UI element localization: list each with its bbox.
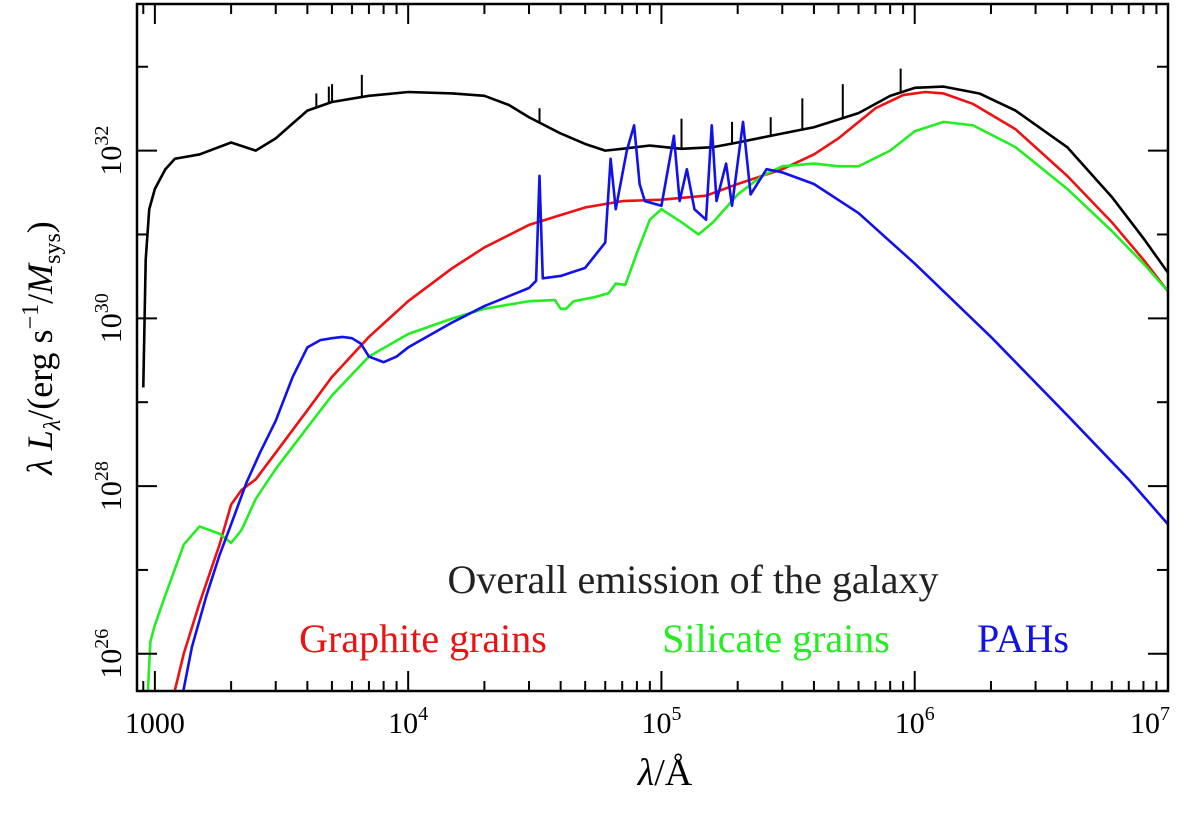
tick-layer [137, 4, 1168, 691]
legend-pahs: PAHs [977, 616, 1069, 661]
x-tick-label: 104 [388, 703, 428, 740]
x-tick-label: 107 [1130, 703, 1170, 740]
series-line-silicate-grains [146, 120, 1168, 691]
y-tick-label: 1030 [91, 293, 128, 343]
x-axis-title: λ/Å [637, 752, 693, 794]
x-tick-label: 106 [895, 703, 935, 740]
x-tick-label: 105 [641, 703, 681, 740]
legend-overall: Overall emission of the galaxy [448, 557, 939, 602]
series-line-overall-emission-of-the-galaxy [141, 85, 1168, 388]
series-layer [141, 68, 1168, 691]
y-tick-label: 1026 [91, 629, 128, 679]
y-tick-label: 1028 [91, 461, 128, 511]
tick-label-layer: 1000 104 105 106 107 1026 1028 1030 1032 [91, 126, 1170, 740]
y-axis-title: λ Lλ/(erg s−1/Msys) [18, 221, 66, 476]
series-line-pahs [182, 120, 1168, 691]
legend: Overall emission of the galaxy Graphite … [299, 557, 1069, 661]
x-tick-label: 1000 [125, 707, 185, 740]
series-line-graphite-grains [173, 90, 1168, 691]
plot-frame [135, 2, 1170, 693]
legend-graphite: Graphite grains [299, 616, 547, 661]
y-tick-label: 1032 [91, 126, 128, 176]
legend-silicate: Silicate grains [662, 616, 890, 661]
